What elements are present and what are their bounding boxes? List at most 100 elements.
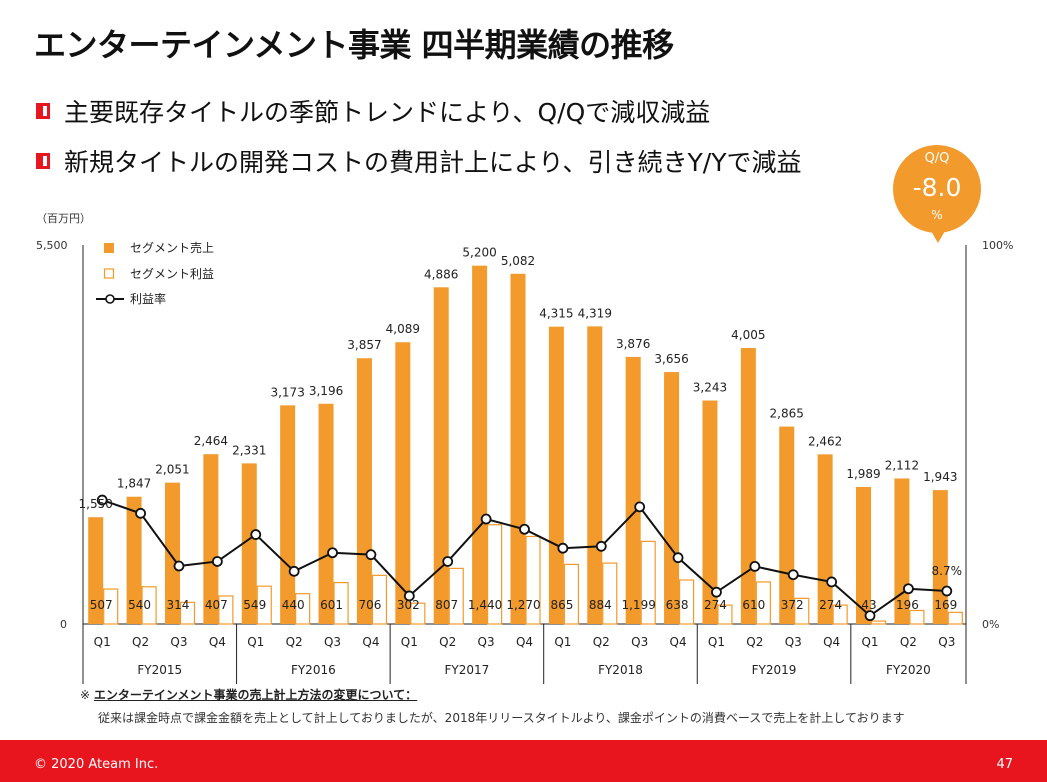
legend-sales-swatch — [104, 243, 114, 253]
sales-bar — [126, 496, 142, 624]
margin-point — [634, 501, 646, 513]
sales-bar — [433, 287, 449, 624]
sales-bar — [203, 454, 219, 624]
profit-data-label: 549 — [243, 598, 266, 612]
sales-data-label: 2,331 — [232, 443, 266, 457]
x-tick-label: Q2 — [746, 635, 763, 649]
badge-value: -8.0 — [912, 173, 962, 202]
x-tick-label: Q1 — [247, 635, 264, 649]
fy-label: FY2017 — [445, 663, 490, 677]
sales-data-label: 4,886 — [424, 267, 458, 281]
qq-change-badge: Q/Q -8.0 % — [893, 145, 981, 243]
profit-bar — [103, 588, 119, 625]
sales-bar — [164, 482, 180, 624]
left-axis-tick-label: 5,500 — [36, 239, 68, 252]
profit-bar — [218, 595, 234, 625]
x-tick-label: Q1 — [554, 635, 571, 649]
profit-bar — [755, 581, 771, 625]
margin-point — [711, 586, 722, 598]
x-tick-label: Q3 — [324, 635, 341, 649]
fy-label: FY2018 — [598, 663, 643, 677]
fy-label: FY2020 — [886, 663, 931, 677]
bullet-text: 主要既存タイトルの季節トレンドにより、Q/Qで減収減益 — [64, 98, 711, 127]
quarterly-chart: （百万円） 5,500 0 100% 0% 1,550 1,847 2,051 2,464 2,3… — [36, 212, 1013, 684]
margin-point — [480, 513, 492, 525]
sales-bar — [856, 486, 872, 624]
sales-data-label: 1,943 — [923, 470, 957, 484]
x-tick-label: Q4 — [209, 635, 226, 649]
sales-data-label: 4,315 — [539, 307, 573, 321]
legend-profit-swatch — [103, 268, 115, 279]
bullet-item: 主要既存タイトルの季節トレンドにより、Q/Qで減収減益 — [36, 93, 801, 129]
margin-point — [365, 549, 377, 561]
sales-data-label: 1,550 — [79, 497, 113, 511]
sales-data-label: 2,462 — [808, 434, 842, 448]
profit-bar — [525, 535, 541, 625]
sales-bar — [280, 405, 296, 624]
margin-point — [903, 583, 914, 595]
bullet-marker-icon — [36, 103, 50, 119]
profit-bar — [794, 597, 810, 625]
bullet-item: 新規タイトルの開発コストの費用計上により、引き続きY/Yで減益 — [36, 143, 801, 179]
margin-point — [519, 523, 530, 535]
x-tick-label: Q2 — [593, 635, 610, 649]
profit-bar — [717, 604, 733, 625]
profit-bar — [678, 579, 695, 625]
margin-point — [826, 576, 838, 588]
profit-bar — [487, 524, 503, 625]
x-tick-label: Q1 — [94, 635, 111, 649]
x-tick-label: Q3 — [170, 635, 187, 649]
x-tick-label: Q4 — [823, 635, 840, 649]
x-tick-label: Q2 — [286, 635, 303, 649]
profit-data-label: 507 — [90, 598, 113, 612]
bullet-marker-icon — [36, 153, 50, 169]
profit-bar — [909, 609, 925, 625]
x-tick-label: Q3 — [785, 635, 802, 649]
profit-bar — [333, 581, 349, 625]
profit-data-label: 372 — [781, 598, 804, 612]
fy-label: FY2015 — [137, 663, 182, 677]
fy-label: FY2016 — [291, 663, 336, 677]
sales-data-label: 1,989 — [846, 467, 880, 481]
right-axis-tick-label: 0% — [982, 618, 999, 631]
x-tick-label: Q1 — [708, 635, 725, 649]
right-axis-tick-label: 100% — [982, 239, 1013, 252]
profit-data-label: 610 — [742, 598, 765, 612]
profit-data-label: 540 — [128, 598, 151, 612]
sales-bar — [587, 326, 603, 624]
sales-data-label: 3,876 — [616, 337, 650, 351]
profit-bar — [832, 604, 848, 625]
sales-data-label: 1,847 — [117, 477, 151, 491]
badge-unit: % — [931, 208, 943, 222]
profit-data-label: 1,199 — [621, 598, 655, 612]
sales-data-label: 4,005 — [731, 328, 765, 342]
sales-data-label: 3,656 — [654, 352, 688, 366]
profit-data-label: 865 — [550, 598, 573, 612]
profit-bar — [602, 562, 618, 625]
margin-point — [135, 507, 146, 519]
margin-point — [941, 585, 953, 597]
profit-bar — [179, 601, 196, 625]
fy-label: FY2019 — [752, 663, 797, 677]
profit-data-label: 1,270 — [506, 598, 540, 612]
margin-point — [595, 540, 607, 552]
profit-bar — [371, 574, 388, 625]
margin-point — [787, 569, 799, 581]
sales-data-label: 3,243 — [693, 381, 727, 395]
profit-bar — [870, 620, 887, 625]
sales-data-label: 3,857 — [347, 338, 381, 352]
sales-bar — [395, 342, 411, 624]
sales-data-label: 4,089 — [386, 322, 420, 336]
left-axis-tick-label: 0 — [60, 618, 67, 631]
profit-data-label: 274 — [704, 598, 727, 612]
sales-bar — [664, 372, 680, 624]
margin-point — [672, 552, 684, 564]
margin-point — [211, 556, 223, 567]
footnote: ※ エンターテインメント事業の売上計上方法の変更について： 従来は課金時点で課金… — [80, 686, 905, 726]
bullet-list: 主要既存タイトルの季節トレンドにより、Q/Qで減収減益 新規タイトルの開発コスト… — [36, 93, 801, 193]
page-title: エンターテインメント事業 四半期業績の推移 — [34, 26, 674, 64]
footer-bar: © 2020 Ateam Inc. 47 — [0, 740, 1047, 782]
sales-bar — [241, 463, 257, 624]
profit-data-label: 706 — [358, 598, 381, 612]
profit-data-label: 302 — [397, 598, 420, 612]
